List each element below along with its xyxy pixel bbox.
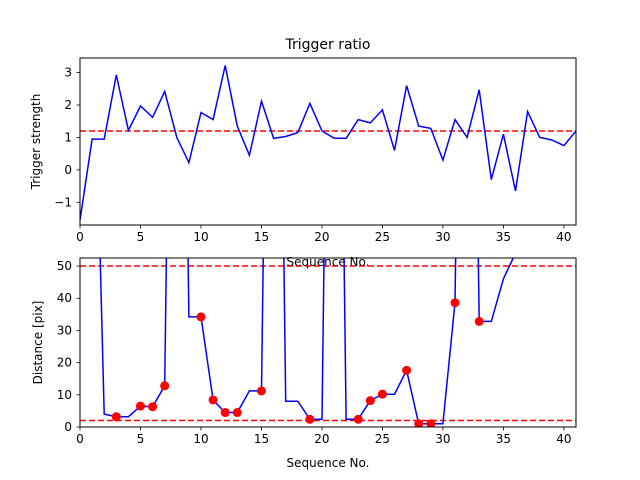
- bottom-marker-33: [474, 316, 484, 326]
- bottom-marker-12: [220, 408, 230, 418]
- top-axes-frame: [79, 57, 577, 226]
- bottom-marker-24: [365, 396, 375, 406]
- top-chart-xlabel: Sequence No.: [287, 255, 370, 269]
- top-xtick-label-0: 0: [76, 230, 84, 244]
- bottom-ytick-label-0: 0: [64, 420, 72, 434]
- bottom-marker-3: [111, 412, 121, 422]
- top-ytick-label-2: 2: [64, 98, 72, 112]
- bottom-xtick-label-30: 30: [435, 432, 450, 446]
- top-chart-title: Trigger ratio: [284, 37, 370, 53]
- bottom-series-line: [99, 258, 515, 425]
- bottom-ytick-label-10: 10: [57, 388, 72, 402]
- top-xtick-label-5: 5: [137, 230, 145, 244]
- bottom-xtick-label-0: 0: [76, 432, 84, 446]
- bottom-marker-31: [450, 298, 460, 308]
- top-ticks: 0 5 10 15 20 25 30 35 40 −1 0 1 2 3: [54, 66, 571, 244]
- bottom-ytick-label-40: 40: [57, 291, 72, 305]
- bottom-marker-15: [256, 386, 266, 396]
- bottom-xtick-label-25: 25: [375, 432, 390, 446]
- bottom-xtick-label-40: 40: [556, 432, 571, 446]
- bottom-marker-11: [208, 395, 218, 405]
- top-xtick-label-30: 30: [435, 230, 450, 244]
- bottom-marker-13: [232, 408, 242, 418]
- top-ytick-label-1: 1: [64, 130, 72, 144]
- bottom-xtick-label-20: 20: [314, 432, 329, 446]
- top-chart-ylabel: Trigger strength: [29, 94, 43, 191]
- bottom-chart: 0 5 10 15 20 25 30 35 40 0 10 20 30 40 50 Sequence No.…: [31, 257, 577, 470]
- top-xtick-label-15: 15: [254, 230, 269, 244]
- bottom-chart-xlabel: Sequence No.: [287, 456, 370, 470]
- top-chart: Trigger ratio 0 5 10 15 20 25 30 35 40 −1 0 1 2 3 Seq…: [29, 37, 577, 269]
- bottom-marker-7: [160, 381, 170, 391]
- bottom-xtick-label-15: 15: [254, 432, 269, 446]
- top-xtick-label-20: 20: [314, 230, 329, 244]
- bottom-marker-25: [377, 389, 387, 399]
- top-ytick-label--1: −1: [54, 195, 72, 209]
- bottom-marker-28: [414, 419, 424, 427]
- bottom-ytick-label-20: 20: [57, 356, 72, 370]
- top-xtick-label-10: 10: [193, 230, 208, 244]
- top-plot-area: [80, 65, 576, 221]
- top-series-line: [80, 65, 576, 221]
- top-ytick-label-3: 3: [64, 66, 72, 80]
- bottom-plot-area: [80, 258, 576, 427]
- top-xtick-label-25: 25: [375, 230, 390, 244]
- bottom-ytick-label-50: 50: [57, 259, 72, 273]
- bottom-xtick-label-35: 35: [496, 432, 511, 446]
- top-xtick-label-40: 40: [556, 230, 571, 244]
- bottom-marker-5: [135, 401, 145, 411]
- bottom-marker-6: [148, 402, 158, 412]
- bottom-marker-10: [196, 312, 206, 322]
- bottom-xtick-label-10: 10: [193, 432, 208, 446]
- bottom-marker-29: [426, 419, 436, 427]
- bottom-marker-23: [353, 414, 363, 424]
- top-ytick-label-0: 0: [64, 163, 72, 177]
- top-xtick-label-35: 35: [496, 230, 511, 244]
- bottom-ytick-label-30: 30: [57, 323, 72, 337]
- bottom-marker-19: [305, 414, 315, 424]
- bottom-xtick-label-5: 5: [137, 432, 145, 446]
- bottom-ticks: 0 5 10 15 20 25 30 35 40 0 10 20 30 40 50: [57, 259, 572, 446]
- bottom-marker-27: [402, 365, 412, 375]
- bottom-axes-frame: [79, 257, 577, 428]
- bottom-chart-ylabel: Distance [pix]: [31, 301, 45, 385]
